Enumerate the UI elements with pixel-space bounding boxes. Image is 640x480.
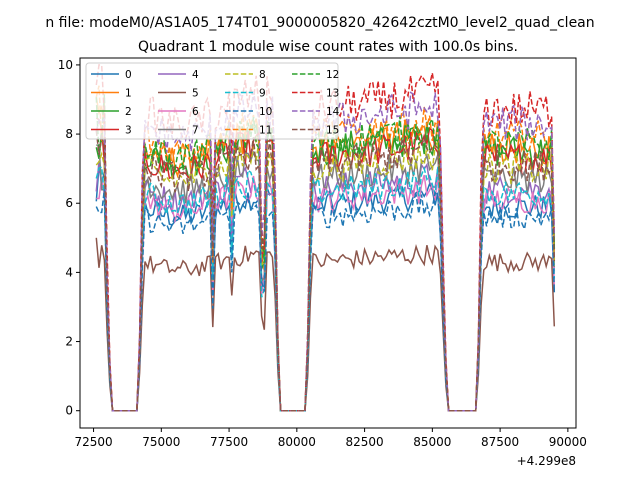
plot-frame [79,57,577,429]
y-tick-label: 2 [65,335,73,349]
legend-label-12: 12 [326,69,339,81]
legend-label-14: 14 [326,106,340,118]
legend-label-2: 2 [125,106,132,118]
legend-box [85,62,339,140]
chart-title: Quadrant 1 module wise count rates with … [138,39,518,55]
y-tick-label: 10 [58,58,73,72]
chart-suptitle: n file: modeM0/AS1A05_174T01_9000005820_… [45,15,594,31]
x-offset-text: +4.299e8 [517,454,576,468]
legend-label-9: 9 [259,88,266,100]
legend-label-3: 3 [125,125,132,137]
x-axis: 72500 75000 77500 80000 82500 85000 87500 90000 [74,428,587,449]
legend-label-4: 4 [192,69,199,81]
x-tick-label: 77500 [210,435,248,449]
y-tick-label: 6 [65,196,73,210]
legend-label-6: 6 [192,106,199,118]
y-tick-label: 0 [65,404,73,418]
legend-label-5: 5 [192,88,199,100]
legend-label-10: 10 [259,106,272,118]
x-tick-label: 82500 [345,435,383,449]
x-tick-label: 75000 [142,435,180,449]
legend-label-11: 11 [259,125,272,137]
series-line-15 [95,130,556,412]
legend-label-8: 8 [259,69,266,81]
x-tick-label: 85000 [413,435,451,449]
legend-label-7: 7 [192,125,199,137]
x-tick-label: 80000 [278,435,316,449]
y-tick-label: 8 [65,127,73,141]
x-tick-label: 72500 [74,435,112,449]
y-axis: 0 2 4 6 8 10 [58,58,80,418]
x-tick-label: 90000 [549,435,587,449]
legend-label-1: 1 [125,88,132,100]
series-line-10 [95,189,556,412]
legend-label-15: 15 [326,125,339,137]
legend-label-0: 0 [125,69,132,81]
x-tick-label: 87500 [481,435,519,449]
legend-label-13: 13 [326,88,339,100]
series-line-9 [95,166,556,412]
y-tick-label: 4 [65,265,73,279]
